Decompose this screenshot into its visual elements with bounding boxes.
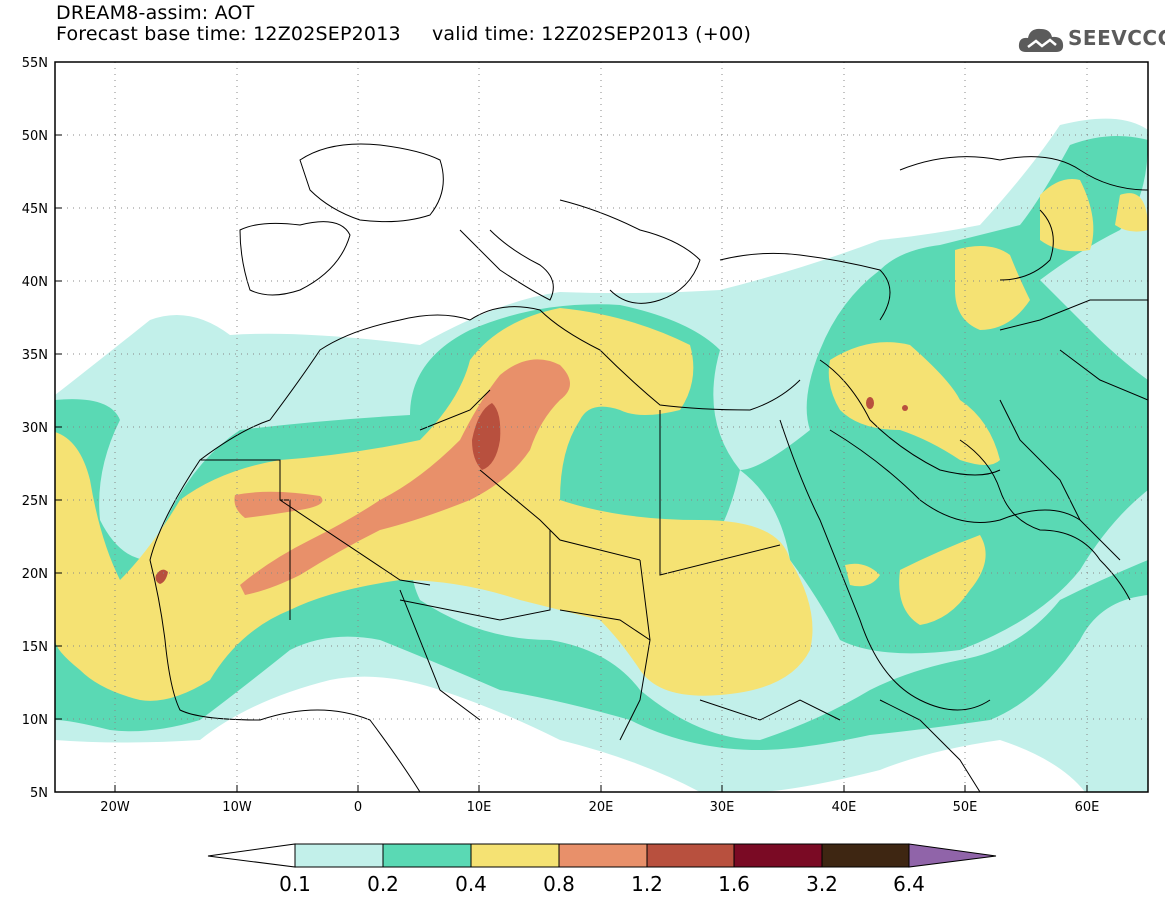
lat-label-40n: 40N [22,275,48,290]
lat-label-20n: 20N [22,567,48,582]
colorbar-swatch-6 [821,843,910,868]
lat-label-25n: 25N [22,494,48,509]
logo-text: SEEVCCC [1068,26,1165,50]
lat-ticks [55,61,62,793]
map-title: DREAM8-assim: AOT [56,2,255,24]
aot-contours [55,62,1148,792]
country-borders [149,143,1148,792]
colorbar-swatch-5 [733,843,823,868]
colorbar-label-1.6: 1.6 [718,872,750,896]
lat-labels: 55N 50N 45N 40N 35N 30N 25N 20N 15N 10N … [22,56,48,801]
colorbar-label-0.1: 0.1 [279,872,311,896]
lon-label-60e: 60E [1075,800,1100,815]
colorbar-swatch-1 [382,843,472,868]
graticule [55,62,1148,792]
lon-label-30e: 30E [710,800,735,815]
lat-label-15n: 15N [22,640,48,655]
lon-label-10w: 10W [222,800,252,815]
lon-label-20e: 20E [589,800,614,815]
lat-label-50n: 50N [22,129,48,144]
colorbar-swatch-4 [646,843,735,868]
lon-label-10e: 10E [467,800,492,815]
aot-level-0.2 [55,136,1148,750]
lon-label-40e: 40E [832,800,857,815]
lat-label-30n: 30N [22,421,48,436]
lat-label-35n: 35N [22,348,48,363]
seevccc-logo: SEEVCCC [1016,22,1165,58]
aot-level-1.2 [155,397,908,584]
lon-ticks [114,785,1088,792]
colorbar-label-0.4: 0.4 [455,872,487,896]
colorbar-under-arrow [207,843,296,868]
colorbar: 0.1 0.2 0.4 0.8 1.2 1.6 3.2 6.4 [207,843,997,896]
colorbar-swatch-3 [558,843,648,868]
colorbar-over-arrow [908,843,997,868]
lon-label-0: 0 [354,800,362,815]
colorbar-label-3.2: 3.2 [806,872,838,896]
lat-label-55n: 55N [22,56,48,71]
lon-label-50e: 50E [953,800,978,815]
colorbar-label-0.2: 0.2 [367,872,399,896]
colorbar-label-0.8: 0.8 [543,872,575,896]
lon-label-20w: 20W [100,800,130,815]
forecast-time-line: Forecast base time: 12Z02SEP2013 valid t… [56,23,752,45]
colorbar-label-6.4: 6.4 [893,872,925,896]
colorbar-swatch-0 [294,843,384,868]
lat-label-5n: 5N [30,786,48,801]
colorbar-label-1.2: 1.2 [631,872,663,896]
lat-label-45n: 45N [22,202,48,217]
colorbar-swatch-2 [470,843,560,868]
lon-labels: 20W 10W 0 10E 20E 30E 40E 50E 60E [100,800,1099,815]
lat-label-10n: 10N [22,713,48,728]
cloud-icon [1018,28,1064,52]
